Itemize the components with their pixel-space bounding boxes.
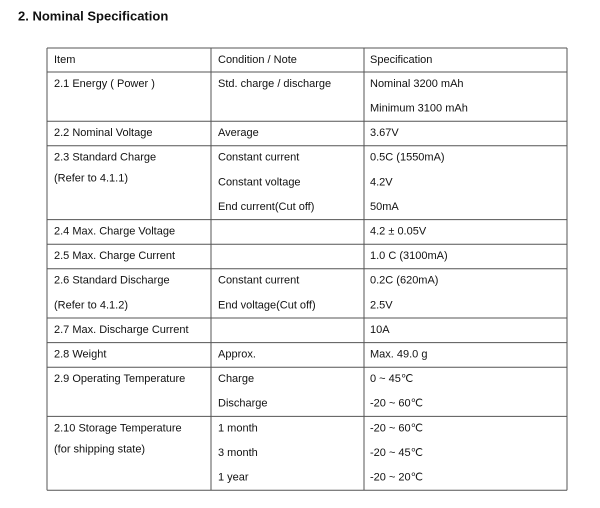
cell-text: Max. 49.0 g <box>370 349 427 361</box>
cell-text: 2.8 Weight <box>54 349 106 361</box>
cell-text: 2.5V <box>370 299 393 311</box>
cell-text: 3 month <box>218 447 258 459</box>
column-header: Item <box>54 54 75 66</box>
cell-text: 4.2V <box>370 176 393 188</box>
column-header: Specification <box>370 54 432 66</box>
cell-text: End current(Cut off) <box>218 201 314 213</box>
cell-text: (Refer to 4.1.1) <box>54 173 128 185</box>
cell-text: Constant voltage <box>218 176 301 188</box>
cell-text: 1.0 C (3100mA) <box>370 250 448 262</box>
cell-text: (Refer to 4.1.2) <box>54 299 128 311</box>
cell-text: 2.7 Max. Discharge Current <box>54 324 189 336</box>
cell-text: 1 month <box>218 422 258 434</box>
cell-text: Nominal 3200 mAh <box>370 78 464 90</box>
section-title: 2. Nominal Specification <box>18 8 168 23</box>
cell-text: Approx. <box>218 349 256 361</box>
cell-text: Minimum 3100 mAh <box>370 103 468 115</box>
cell-text: 0.2C (620mA) <box>370 275 438 287</box>
cell-text: 3.67V <box>370 127 399 139</box>
cell-text: 2.4 Max. Charge Voltage <box>54 226 175 238</box>
cell-text: 2.1 Energy ( Power ) <box>54 78 155 90</box>
cell-text: Constant current <box>218 152 299 164</box>
cell-text: 2.5 Max. Charge Current <box>54 250 175 262</box>
cell-text: 2.6 Standard Discharge <box>54 275 170 287</box>
cell-text: -20 ~ 45℃ <box>370 447 423 459</box>
cell-text: -20 ~ 60℃ <box>370 398 423 410</box>
cell-text: Discharge <box>218 398 268 410</box>
cell-text: 2.3 Standard Charge <box>54 152 156 164</box>
cell-text: 2.9 Operating Temperature <box>54 373 185 385</box>
cell-text: Constant current <box>218 275 299 287</box>
cell-text: 50mA <box>370 201 399 213</box>
cell-text: 2.10 Storage Temperature <box>54 422 182 434</box>
cell-text: Std. charge / discharge <box>218 78 331 90</box>
cell-text: 0 ~ 45℃ <box>370 373 413 385</box>
cell-text: (for shipping state) <box>54 443 145 455</box>
column-header: Condition / Note <box>218 54 297 66</box>
cell-text: 1 year <box>218 472 249 484</box>
cell-text: 10A <box>370 324 390 336</box>
cell-text: Average <box>218 127 259 139</box>
cell-text: End voltage(Cut off) <box>218 299 316 311</box>
cell-text: -20 ~ 20℃ <box>370 472 423 484</box>
cell-text: Charge <box>218 373 254 385</box>
cell-text: 2.2 Nominal Voltage <box>54 127 152 139</box>
cell-text: 0.5C (1550mA) <box>370 152 445 164</box>
cell-text: -20 ~ 60℃ <box>370 422 423 434</box>
cell-text: 4.2 ± 0.05V <box>370 226 427 238</box>
